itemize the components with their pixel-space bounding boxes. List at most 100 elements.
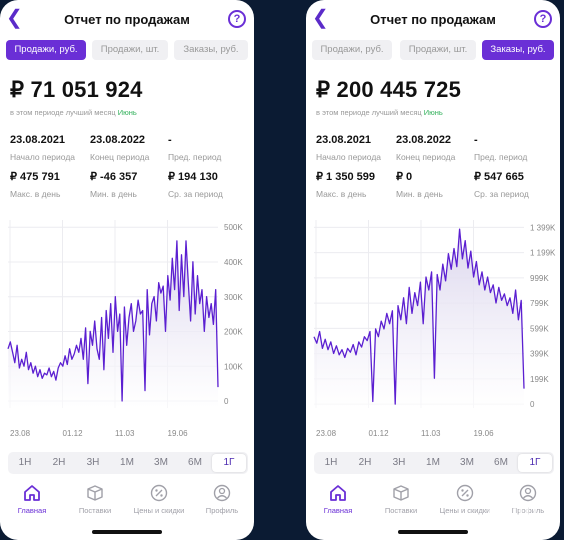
profile-icon bbox=[213, 484, 231, 502]
stat-label: Ср. за период bbox=[474, 189, 529, 199]
nav-profile[interactable]: Профиль bbox=[190, 484, 254, 515]
stat-start-date: 23.08.2021 Начало периода bbox=[316, 134, 396, 162]
sales-chart[interactable]: 500K 400K 300K 200K 100K 0 23.08 01.12 11.03 19.0… bbox=[0, 212, 254, 442]
period-2w[interactable]: 2Н bbox=[52, 457, 66, 468]
series-area bbox=[8, 240, 218, 408]
nav-home[interactable]: Главная bbox=[0, 484, 64, 515]
stat-min-day: ₽ -46 357 Мин. в день bbox=[90, 170, 170, 199]
period-6m[interactable]: 6М bbox=[188, 457, 202, 468]
series-area bbox=[314, 229, 524, 408]
nav-label: Профиль bbox=[511, 506, 545, 515]
y-tick-label: 1 399K bbox=[530, 223, 556, 232]
stat-min-day: ₽ 0 Мин. в день bbox=[396, 170, 476, 199]
tab-sales-rub[interactable]: Продажи, руб. bbox=[6, 40, 86, 60]
period-3m[interactable]: 3М bbox=[154, 457, 168, 468]
stat-value: ₽ -46 357 bbox=[90, 171, 138, 183]
period-1w[interactable]: 1Н bbox=[18, 457, 32, 468]
home-icon bbox=[24, 485, 40, 501]
box-icon bbox=[393, 485, 409, 501]
nav-label: Профиль bbox=[205, 506, 239, 515]
nav-prices[interactable]: Цены и скидки bbox=[433, 484, 497, 515]
nav-profile[interactable]: Профиль bbox=[496, 484, 560, 515]
stat-label: Ср. за период bbox=[168, 189, 223, 199]
x-tick-label: 23.08 bbox=[10, 429, 31, 438]
box-icon bbox=[87, 485, 103, 501]
y-tick-label: 400K bbox=[224, 258, 243, 267]
percent-icon bbox=[150, 484, 168, 502]
stat-label: Макс. в день bbox=[316, 189, 367, 199]
tab-orders-rub[interactable]: Заказы, руб. bbox=[174, 40, 248, 60]
back-chevron-icon[interactable]: ❮ bbox=[312, 7, 329, 29]
x-tick-label: 19.06 bbox=[474, 429, 495, 438]
stat-label: Пред. период bbox=[168, 152, 222, 162]
period-1y[interactable]: 1Г bbox=[212, 454, 246, 472]
stat-value: 23.08.2022 bbox=[396, 134, 452, 146]
tab-orders-rub[interactable]: Заказы, руб. bbox=[482, 40, 554, 60]
nav-prices[interactable]: Цены и скидки bbox=[127, 484, 191, 515]
y-tick-label: 200K bbox=[224, 328, 243, 337]
stat-label: Мин. в день bbox=[90, 189, 137, 199]
y-tick-label: 100K bbox=[224, 362, 243, 371]
stat-value: - bbox=[474, 134, 478, 146]
help-icon[interactable]: ? bbox=[228, 10, 246, 28]
nav-label: Поставки bbox=[78, 506, 112, 515]
orders-chart[interactable]: 1 399K 1 199K 999K 799K 599K 399K 199K 0 23.08 01… bbox=[306, 212, 560, 442]
stat-max-day: ₽ 1 350 599 Макс. в день bbox=[316, 170, 396, 199]
nav-label: Главная bbox=[323, 506, 353, 515]
y-tick-label: 300K bbox=[224, 293, 243, 302]
y-tick-label: 399K bbox=[530, 350, 549, 359]
nav-supplies[interactable]: Поставки bbox=[369, 484, 433, 515]
back-chevron-icon[interactable]: ❮ bbox=[6, 7, 23, 29]
x-tick-label: 11.03 bbox=[115, 429, 135, 438]
home-icon bbox=[330, 485, 346, 501]
best-month-note: в этом периоде лучший месяц Июнь bbox=[10, 108, 137, 117]
y-tick-label: 1 199K bbox=[530, 249, 556, 258]
bottom-nav: Главная Поставки Цены и скидки Профиль bbox=[0, 484, 254, 524]
stat-value: 23.08.2022 bbox=[90, 134, 146, 146]
stat-value: 23.08.2021 bbox=[316, 134, 372, 146]
header: ❮ Отчет по продажам ? bbox=[306, 6, 560, 34]
stat-start-date: 23.08.2021 Начало периода bbox=[10, 134, 90, 162]
period-3w[interactable]: 3Н bbox=[86, 457, 100, 468]
stat-label: Мин. в день bbox=[396, 189, 443, 199]
y-tick-label: 999K bbox=[530, 274, 549, 283]
help-icon[interactable]: ? bbox=[534, 10, 552, 28]
nav-label: Главная bbox=[17, 506, 47, 515]
best-month-note: в этом периоде лучший месяц Июнь bbox=[316, 108, 443, 117]
period-1m[interactable]: 1М bbox=[426, 457, 440, 468]
period-2w[interactable]: 2Н bbox=[358, 457, 372, 468]
series-line bbox=[7, 240, 219, 402]
total-amount: ₽ 200 445 725 bbox=[316, 77, 462, 102]
stat-value: ₽ 0 bbox=[396, 171, 413, 183]
stat-label: Начало периода bbox=[316, 152, 382, 162]
stat-value: ₽ 194 130 bbox=[168, 171, 218, 183]
stat-value: ₽ 547 665 bbox=[474, 171, 524, 183]
page-title: Отчет по продажам bbox=[64, 12, 190, 27]
y-tick-label: 799K bbox=[530, 299, 549, 308]
total-amount: ₽ 71 051 924 bbox=[10, 77, 143, 102]
best-month-prefix: в этом периоде лучший месяц bbox=[316, 108, 422, 117]
x-tick-label: 23.08 bbox=[316, 429, 337, 438]
period-3w[interactable]: 3Н bbox=[392, 457, 406, 468]
period-6m[interactable]: 6М bbox=[494, 457, 508, 468]
period-1m[interactable]: 1М bbox=[120, 457, 134, 468]
tab-sales-pcs[interactable]: Продажи, шт. bbox=[92, 40, 168, 60]
tab-sales-pcs[interactable]: Продажи, шт. bbox=[400, 40, 476, 60]
period-1w[interactable]: 1Н bbox=[324, 457, 338, 468]
nav-label: Поставки bbox=[384, 506, 418, 515]
nav-home[interactable]: Главная bbox=[306, 484, 370, 515]
y-tick-label: 0 bbox=[530, 400, 535, 409]
x-tick-label: 01.12 bbox=[369, 429, 390, 438]
stat-label: Конец периода bbox=[90, 152, 150, 162]
period-3m[interactable]: 3М bbox=[460, 457, 474, 468]
bottom-nav: Главная Поставки Цены и скидки Профиль bbox=[306, 484, 560, 524]
x-tick-label: 01.12 bbox=[63, 429, 84, 438]
tab-sales-rub[interactable]: Продажи, руб. bbox=[312, 40, 392, 60]
stat-label: Макс. в день bbox=[10, 189, 61, 199]
y-tick-label: 500K bbox=[224, 223, 243, 232]
period-1y[interactable]: 1Г bbox=[518, 454, 552, 472]
nav-supplies[interactable]: Поставки bbox=[63, 484, 127, 515]
period-selector: 1Н 2Н 3Н 1М 3М 6М 1Г bbox=[314, 452, 554, 474]
stat-avg-period: ₽ 194 130 Ср. за период bbox=[168, 170, 248, 199]
series-line bbox=[313, 228, 525, 405]
